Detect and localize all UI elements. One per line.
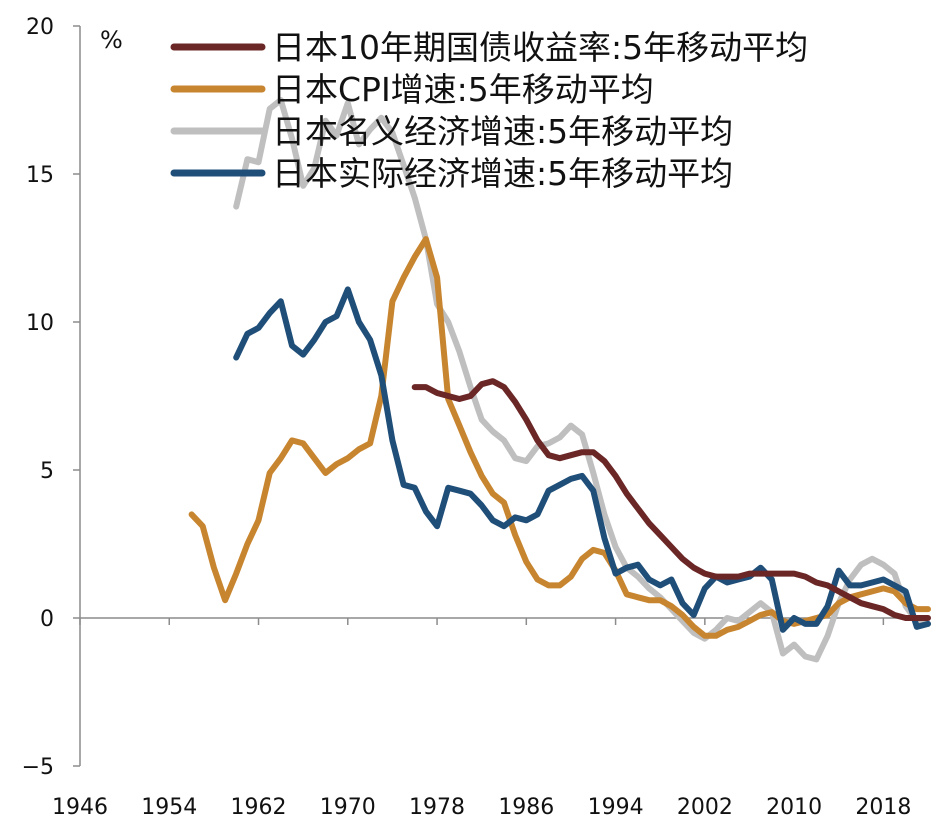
x-tick-label: 1994	[588, 795, 644, 820]
x-tick-label: 1970	[320, 795, 376, 820]
x-tick-label: 1978	[409, 795, 465, 820]
legend-label-1: 日本10年期国债收益率:5年移动平均	[272, 28, 808, 67]
y-tick-label: 20	[26, 15, 54, 40]
series-layer	[188, 97, 931, 663]
x-tick-label: 1946	[52, 795, 108, 820]
x-tick-label: 2018	[855, 795, 911, 820]
legend-label-3: 日本名义经济增速:5年移动平均	[272, 112, 733, 151]
legend-label-2: 日本CPI增速:5年移动平均	[272, 70, 654, 109]
series-line-1	[411, 378, 931, 621]
x-tick-label: 1962	[231, 795, 287, 820]
y-tick-label: 15	[26, 163, 54, 188]
x-tick-label: 1954	[141, 795, 197, 820]
y-unit-label: %	[100, 26, 123, 54]
series-line-4	[233, 286, 931, 633]
y-tick-label: −5	[22, 755, 54, 780]
legend: 日本10年期国债收益率:5年移动平均日本CPI增速:5年移动平均日本名义经济增速…	[170, 28, 808, 193]
axes: −5 0 5 10 15 20 1946 1954 1962 1970 1978 1986 1994 2…	[22, 15, 928, 820]
x-ticks: 1946 1954 1962 1970 1978 1986 1994 2002 2010 2018	[52, 618, 911, 820]
x-tick-label: 2002	[677, 795, 733, 820]
y-ticks: −5 0 5 10 15 20	[22, 15, 80, 780]
y-tick-label: 10	[26, 311, 54, 336]
y-tick-label: 5	[40, 459, 54, 484]
legend-label-4: 日本实际经济增速:5年移动平均	[272, 154, 733, 193]
x-tick-label: 2010	[766, 795, 822, 820]
y-tick-label: 0	[40, 607, 54, 632]
series-line-3	[233, 97, 931, 663]
x-tick-label: 1986	[498, 795, 554, 820]
